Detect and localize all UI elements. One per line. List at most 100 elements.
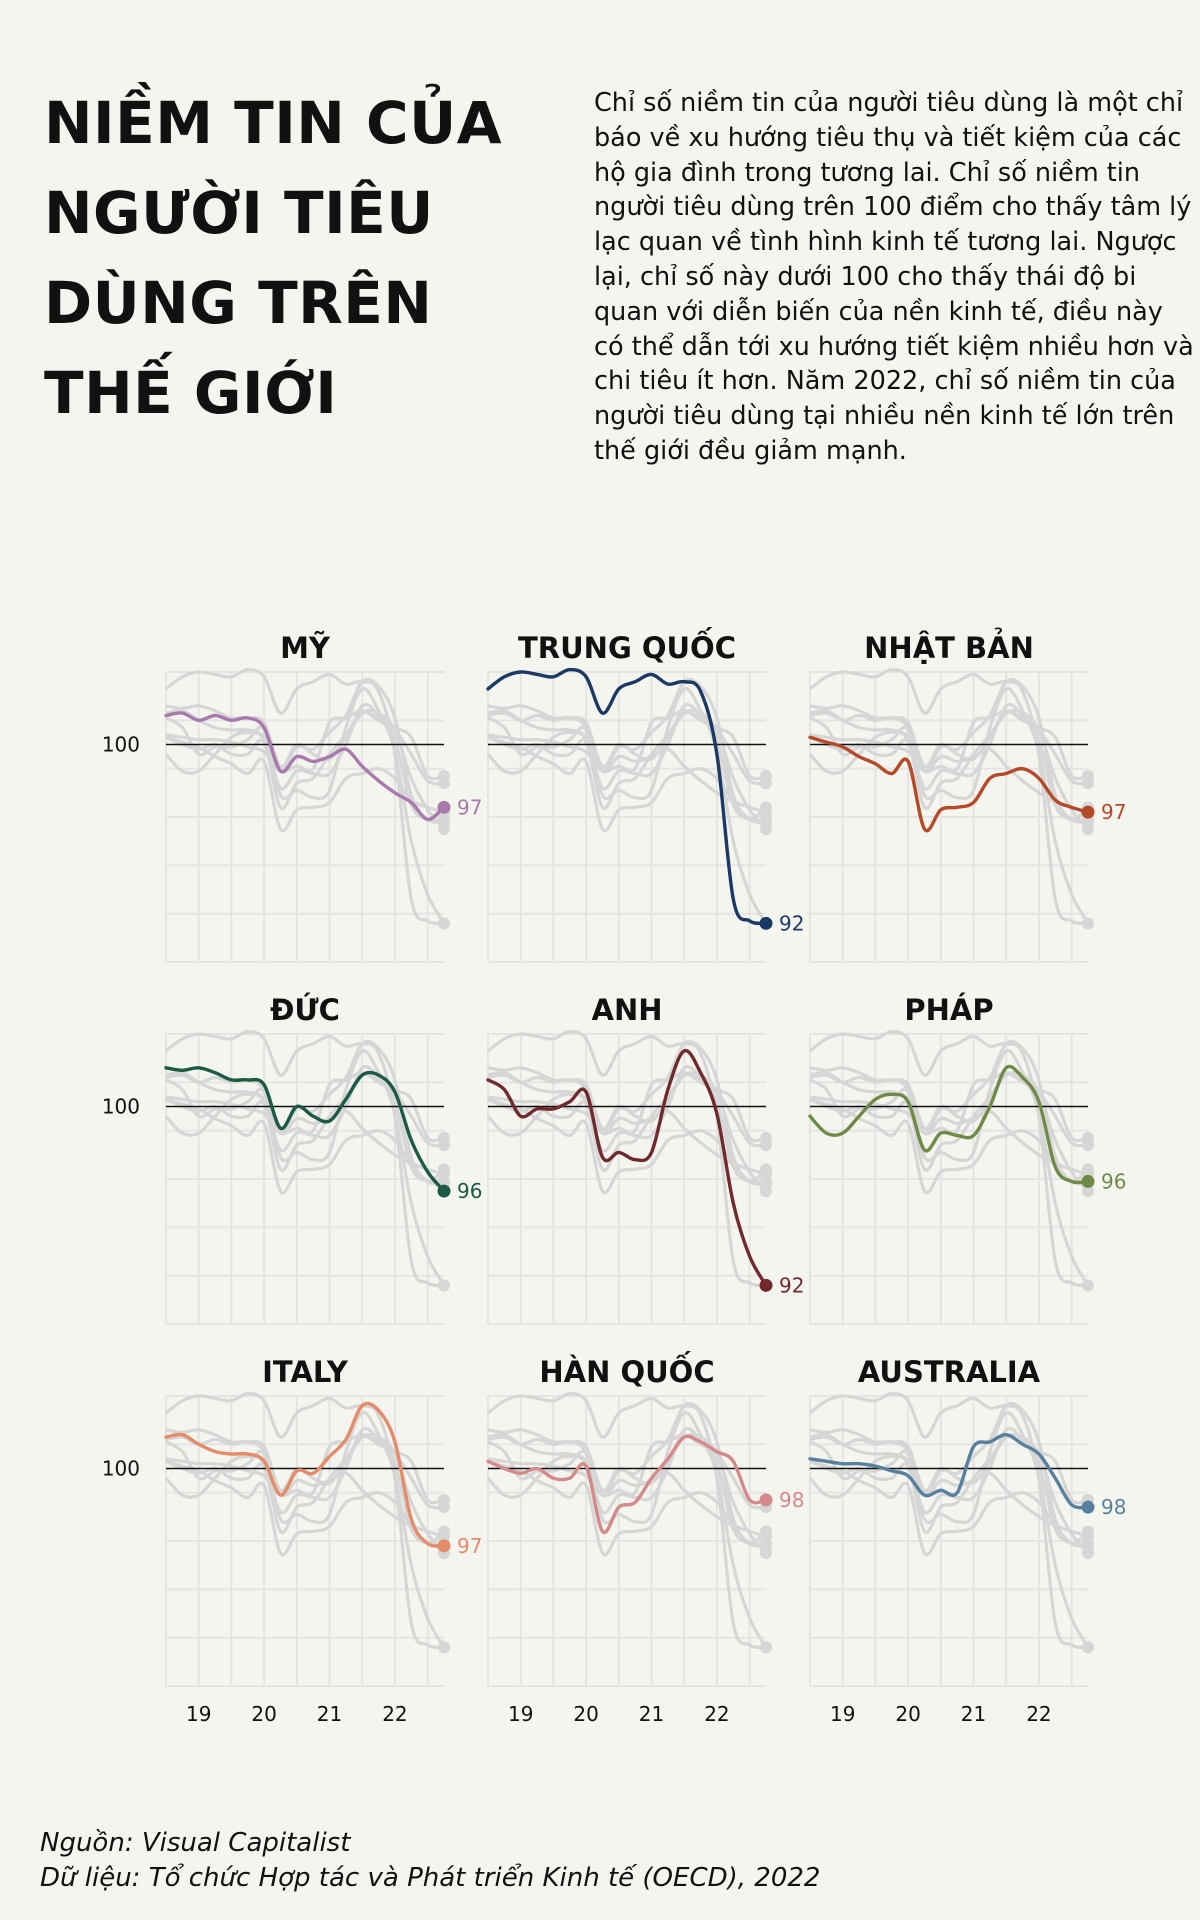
- panel-title: HÀN QUỐC: [539, 1351, 714, 1389]
- background-line: [487, 1073, 768, 1183]
- panel-9: AUSTRALIA 98 19 20 21 22: [808, 1355, 1126, 1726]
- background-series: [808, 668, 1094, 930]
- background-line: [809, 1435, 1090, 1545]
- title-line: THẾ GIỚI: [44, 359, 338, 427]
- series-end-dot: [437, 800, 451, 814]
- background-line: [487, 1392, 767, 1650]
- background-line: [165, 1073, 446, 1183]
- series-line: [164, 1066, 446, 1193]
- background-line: [164, 702, 445, 823]
- background-end-dot: [438, 917, 450, 930]
- background-line: [165, 1030, 445, 1288]
- background-end-dot: [438, 1501, 450, 1514]
- x-tick-label: 22: [1026, 1702, 1051, 1726]
- series-end-label: 96: [1101, 1169, 1126, 1193]
- background-line: [809, 1411, 1090, 1649]
- series-end-dot: [437, 1184, 451, 1198]
- series-end-label: 92: [779, 911, 804, 935]
- background-line: [165, 709, 445, 786]
- x-tick-label: 20: [251, 1702, 276, 1726]
- x-tick-label: 22: [382, 1702, 407, 1726]
- panel-title: AUSTRALIA: [858, 1355, 1041, 1389]
- background-line: [809, 709, 1089, 786]
- title-line: NIỀM TIN CỦA: [44, 89, 503, 157]
- panel-8: HÀN QUỐC 98 19 20 21 22: [486, 1351, 804, 1726]
- panel-4: ĐỨC 100 96: [102, 993, 482, 1325]
- background-end-dot: [760, 1641, 772, 1654]
- series-end-dot: [759, 1278, 773, 1292]
- panel-2: TRUNG QUỐC 92: [486, 627, 804, 963]
- panel-title: ANH: [592, 993, 663, 1027]
- series-end-dot: [759, 1493, 773, 1507]
- panel-title: ĐỨC: [270, 993, 340, 1027]
- background-line: [486, 1426, 767, 1547]
- background-end-dot: [1082, 777, 1094, 790]
- background-line: [809, 711, 1090, 821]
- y-tick-label: 100: [102, 733, 140, 757]
- series-end-label: 96: [457, 1179, 482, 1203]
- series-line: [486, 667, 768, 926]
- background-end-dot: [760, 1139, 772, 1152]
- y-tick-label: 100: [102, 1095, 140, 1119]
- background-line: [487, 1411, 768, 1649]
- background-end-dot: [438, 815, 450, 828]
- background-line: [487, 709, 767, 786]
- background-end-dot: [760, 1539, 772, 1552]
- intro-paragraph: Chỉ số niềm tin của người tiêu dùng là m…: [594, 88, 1194, 466]
- series-end-dot: [1081, 1500, 1095, 1514]
- panel-5: ANH 92: [486, 993, 804, 1325]
- title-line: NGƯỜI TIÊU: [44, 179, 434, 247]
- background-end-dot: [760, 777, 772, 790]
- background-line: [809, 687, 1090, 925]
- background-series: [486, 1392, 772, 1654]
- panel-title: NHẬT BẢN: [864, 628, 1034, 665]
- series-end-label: 97: [1101, 800, 1126, 824]
- series-line: [486, 1048, 768, 1287]
- source-note: Nguồn: Visual Capitalist: [40, 1828, 351, 1858]
- page-title: NIỀM TIN CỦA NGƯỜI TIÊU DÙNG TRÊN THẾ GI…: [44, 78, 564, 438]
- series-end-label: 97: [457, 795, 482, 819]
- x-tick-label: 20: [895, 1702, 920, 1726]
- background-line: [809, 1392, 1089, 1650]
- series-end-label: 92: [779, 1273, 804, 1297]
- panel-1: MỸ 100 97: [102, 631, 482, 963]
- series-line: [486, 1434, 768, 1535]
- footer: Nguồn: Visual Capitalist Dữ liệu: Tổ chứ…: [40, 1826, 820, 1896]
- background-line: [809, 1073, 1090, 1183]
- x-tick-label: 19: [830, 1702, 855, 1726]
- series-end-label: 98: [779, 1488, 804, 1512]
- panel-title: MỸ: [280, 631, 331, 665]
- background-line: [808, 702, 1089, 823]
- background-series: [808, 1392, 1094, 1654]
- background-line: [809, 1030, 1089, 1288]
- background-end-dot: [1082, 917, 1094, 930]
- x-tick-label: 19: [186, 1702, 211, 1726]
- background-series: [809, 1030, 1094, 1292]
- x-tick-label: 22: [704, 1702, 729, 1726]
- panel-title: PHÁP: [904, 993, 993, 1027]
- x-tick-label: 21: [317, 1702, 342, 1726]
- background-line: [487, 1071, 767, 1148]
- data-note: Dữ liệu: Tổ chức Hợp tác và Phát triển K…: [40, 1863, 821, 1893]
- series-end-dot: [1081, 805, 1095, 819]
- series-end-dot: [437, 1539, 451, 1553]
- background-series: [486, 1030, 772, 1292]
- background-end-dot: [438, 1641, 450, 1654]
- background-line: [165, 687, 446, 925]
- background-line: [164, 1064, 445, 1185]
- series-end-dot: [1081, 1174, 1095, 1188]
- series-end-dot: [759, 916, 773, 930]
- series-line: [808, 1064, 1090, 1185]
- background-line: [165, 1433, 445, 1510]
- background-line: [487, 1030, 767, 1288]
- background-line: [487, 1433, 767, 1510]
- background-line: [809, 1049, 1090, 1287]
- y-tick-label: 100: [102, 1457, 140, 1481]
- background-series: [164, 1392, 450, 1654]
- background-line: [486, 702, 767, 823]
- background-line: [487, 711, 768, 821]
- background-series: [486, 677, 772, 930]
- x-tick-label: 21: [961, 1702, 986, 1726]
- title-line: DÙNG TRÊN: [44, 269, 433, 337]
